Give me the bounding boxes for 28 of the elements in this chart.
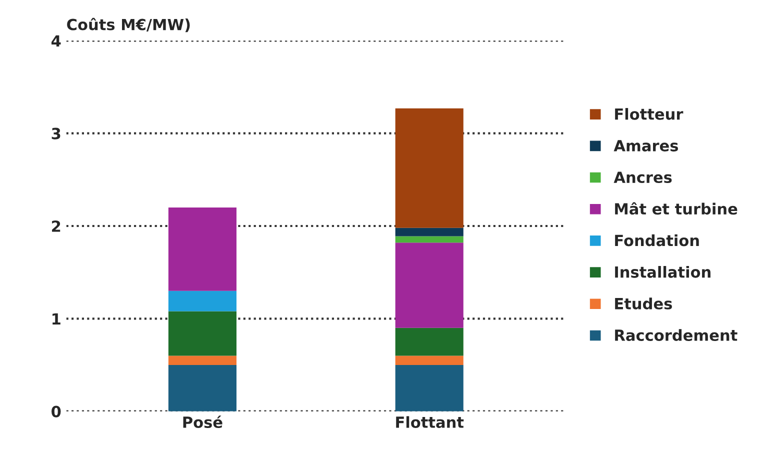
y-tick-label: 3 (52, 128, 60, 140)
bar (395, 242, 464, 328)
bar (395, 364, 464, 412)
bar (168, 364, 236, 412)
bar (395, 228, 464, 236)
bar (395, 108, 464, 228)
legend-label: Ancres (614, 172, 672, 184)
y-tick-label: 2 (52, 220, 60, 232)
legend-label: Amares (614, 140, 678, 152)
y-tick-label: 1 (52, 313, 60, 324)
bar (395, 328, 464, 356)
x-tick-label: Posé (183, 416, 222, 428)
legend-label: Fondation (615, 234, 699, 246)
bar (168, 311, 236, 356)
legend-label: Etudes (615, 298, 672, 310)
legend-label: Flotteur (615, 108, 684, 120)
bar (168, 356, 236, 365)
bar (168, 290, 236, 312)
y-tick-label: 0 (52, 406, 61, 418)
y-tick-label: 4 (51, 35, 61, 46)
legend-label: Mât et turbine (615, 202, 738, 215)
bar (395, 236, 464, 243)
bar (395, 356, 464, 365)
bar (168, 207, 236, 291)
legend-label: Raccordement (615, 329, 738, 342)
x-tick-label: Flottant (396, 416, 464, 428)
legend-label: Installation (615, 266, 710, 278)
y-axis-title: Coûts M€/MW) (67, 18, 190, 32)
